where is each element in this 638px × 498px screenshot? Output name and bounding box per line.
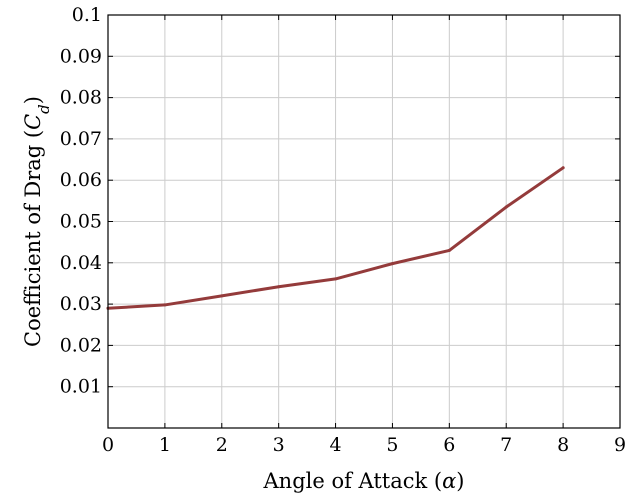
data-point: [220, 294, 224, 298]
x-tick-label: 0: [102, 434, 114, 456]
y-tick-label: 0.08: [60, 87, 102, 109]
y-tick-label: 0.06: [60, 169, 102, 191]
x-tick-label: 5: [386, 434, 398, 456]
x-axis-ticks: 0 1 2 3 4 5 6 7 8 9: [102, 15, 626, 456]
y-tick-label: 0.02: [60, 334, 102, 356]
data-point: [504, 205, 508, 209]
x-tick-label: 6: [443, 434, 455, 456]
x-tick-label: 8: [557, 434, 569, 456]
plot-frame: [107, 14, 621, 429]
x-tick-label: 4: [330, 434, 342, 456]
data-point: [447, 248, 451, 252]
x-tick-label: 2: [216, 434, 228, 456]
x-tick-label: 7: [500, 434, 512, 456]
data-point: [163, 303, 167, 307]
x-tick-label: 3: [273, 434, 285, 456]
grid: [107, 14, 621, 428]
data-point: [390, 262, 394, 266]
y-tick-label: 0.01: [60, 376, 102, 398]
x-tick-label: 1: [159, 434, 171, 456]
data-point: [561, 166, 565, 170]
y-tick-label: 0.1: [72, 4, 102, 26]
y-tick-label: 0.09: [60, 45, 102, 67]
y-axis-label: Coefficient of Drag (Cd): [21, 96, 53, 347]
data-point: [334, 277, 338, 281]
y-tick-label: 0.07: [60, 128, 102, 150]
data-point: [277, 285, 281, 289]
x-tick-label: 9: [614, 434, 626, 456]
x-axis-label: Angle of Attack (α): [263, 469, 465, 493]
y-axis-ticks: 0.01 0.02 0.03 0.04 0.05 0.06 0.07 0.08 0.09 0.1: [60, 4, 620, 398]
y-tick-label: 0.05: [60, 211, 102, 233]
y-tick-label: 0.04: [60, 252, 102, 274]
y-tick-label: 0.03: [60, 293, 102, 315]
